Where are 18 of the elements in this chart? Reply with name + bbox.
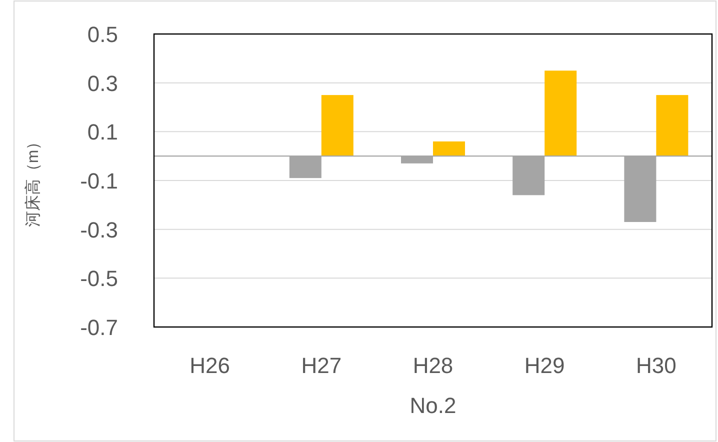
y-tick-label: 0.1: [87, 120, 118, 145]
y-tick-label: -0.7: [80, 315, 118, 340]
y-tick-label: -0.5: [80, 266, 118, 292]
bar: [433, 141, 465, 156]
y-tick-label: -0.1: [80, 168, 118, 194]
x-axis-title: No.2: [410, 393, 456, 418]
y-tick-label: -0.3: [80, 217, 118, 242]
x-tick-label: H26: [190, 353, 230, 378]
x-tick-label: H29: [524, 353, 565, 378]
y-tick-label: 0.5: [87, 22, 118, 47]
bar: [544, 70, 577, 156]
bar: [656, 95, 688, 156]
x-tick-label: H28: [412, 353, 454, 378]
bar: [321, 95, 354, 156]
x-tick-label: H27: [301, 353, 342, 378]
y-axis-title: 河床高（m）: [24, 134, 42, 228]
y-tick-label: 0.3: [87, 70, 118, 96]
x-tick-label: H30: [636, 353, 676, 378]
